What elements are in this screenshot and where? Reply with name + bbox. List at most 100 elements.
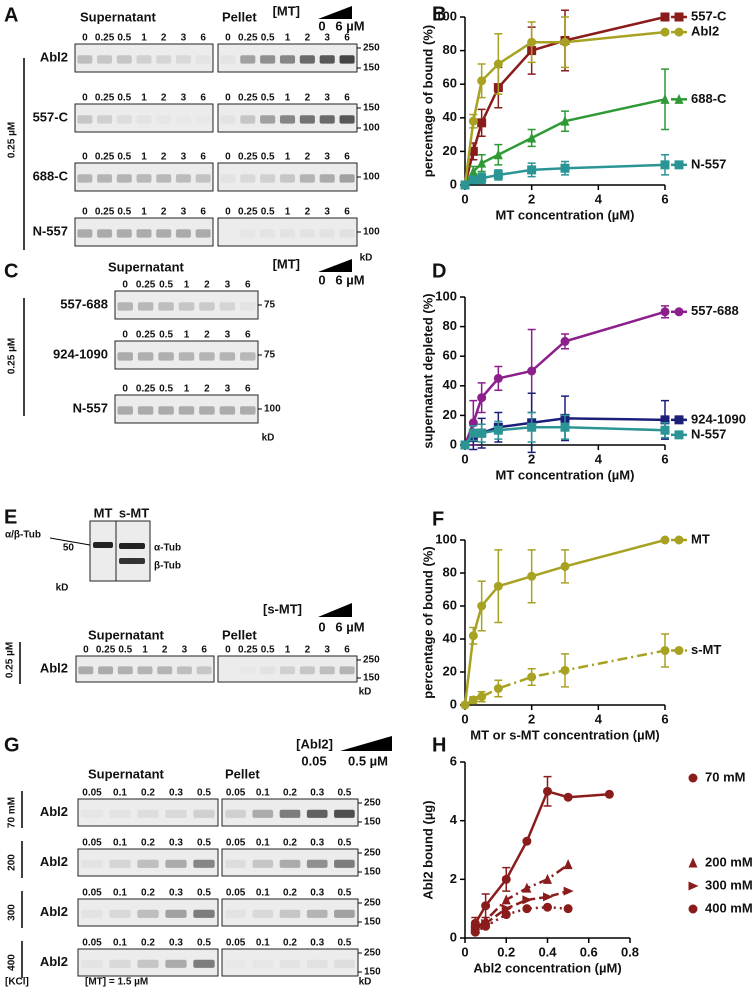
mw-label: 150	[363, 673, 380, 684]
lane-label: 6	[200, 33, 206, 44]
lane-label: 0.1	[113, 788, 127, 799]
gel-band	[119, 543, 145, 549]
gel-band	[193, 809, 215, 818]
row-label: Abl2	[40, 954, 68, 969]
legend-marker	[674, 430, 684, 440]
lane-label: 3	[324, 207, 330, 218]
gel-band	[137, 352, 154, 361]
legend-label: MT	[691, 531, 710, 546]
data-point	[468, 175, 478, 185]
lane-label: 0.5	[118, 645, 132, 656]
gel-band	[116, 115, 132, 124]
lane-label: 0.2	[283, 838, 297, 849]
lane-label: 0.05	[226, 888, 246, 899]
lane-label: 1	[285, 152, 291, 163]
mw-label: 250	[363, 655, 380, 666]
gel-band	[136, 174, 152, 183]
lane-label: 2	[161, 33, 167, 44]
gel-band	[97, 115, 113, 124]
row-label: Abl2	[40, 904, 68, 919]
lane-label: 3	[324, 645, 330, 656]
titrant-high: 6 µM	[335, 619, 364, 634]
lane-label: 6	[245, 384, 251, 395]
gel-band	[319, 666, 335, 675]
lane-label: 2	[305, 152, 311, 163]
gel-band	[279, 666, 296, 675]
lane-label: 1	[141, 33, 147, 44]
lane-label: 2	[161, 207, 167, 218]
legend-marker	[688, 904, 698, 914]
gel	[217, 217, 358, 247]
lane-label: 2	[204, 384, 210, 395]
data-point	[527, 672, 537, 682]
x-axis-title: MT concentration (µM)	[496, 207, 635, 222]
unit-label: kD	[262, 433, 275, 444]
lane-label: 0.1	[113, 888, 127, 899]
row-label: Abl2	[40, 49, 68, 64]
data-point	[477, 601, 487, 611]
gel-band	[178, 352, 195, 361]
data-point	[527, 165, 537, 175]
data-point	[501, 910, 511, 920]
lane-label: MT	[94, 505, 113, 520]
row-label: N-557	[73, 400, 108, 415]
lane-label: 0.5	[159, 330, 173, 341]
data-point	[660, 307, 670, 317]
data-point	[660, 12, 670, 22]
gel-band	[81, 909, 103, 918]
y-tick-label: 0	[450, 176, 457, 191]
lane-label: 0.5	[117, 33, 131, 44]
gel-band	[156, 55, 172, 64]
gel-band	[339, 174, 355, 183]
lane-label: 0.05	[226, 788, 246, 799]
mw-label: 250	[364, 948, 381, 959]
lane-label: 6	[344, 207, 350, 218]
lane-label: 1	[141, 93, 147, 104]
data-point	[563, 792, 573, 802]
data-point	[477, 393, 487, 403]
titration-wedge	[318, 259, 352, 272]
gel-band	[81, 959, 103, 968]
gel-band	[109, 959, 131, 968]
lane-label: 2	[161, 152, 167, 163]
gel	[114, 290, 259, 320]
unit-label: kD	[56, 583, 69, 594]
y-tick-label: 20	[443, 663, 457, 678]
lane-label: 0.25	[95, 33, 115, 44]
gel-band	[225, 909, 246, 918]
lane-label: 0	[122, 330, 128, 341]
gel-band	[195, 229, 211, 238]
lane-label: 0.3	[169, 838, 183, 849]
mw-label: 250	[363, 43, 380, 54]
side-label: 70 mM	[7, 797, 18, 828]
titrant-low: 0	[318, 18, 325, 33]
titration-wedge	[340, 736, 392, 751]
row-label: 688-C	[33, 168, 69, 183]
gel-band	[279, 174, 296, 183]
data-point	[493, 59, 503, 69]
legend-label: 400 mM	[705, 900, 753, 915]
lane-label: 0.2	[141, 788, 155, 799]
data-point	[522, 836, 532, 846]
titrant-high: 6 µM	[335, 18, 364, 33]
y-tick-label: 20	[443, 143, 457, 158]
lane-label: 3	[324, 152, 330, 163]
lane-label: 3	[225, 280, 231, 291]
lane-label: 0.2	[283, 788, 297, 799]
mw-label: 250	[364, 848, 381, 859]
gel-band	[175, 55, 191, 64]
row-label: Abl2	[40, 804, 68, 819]
gel-band	[165, 909, 187, 918]
data-point	[563, 886, 574, 896]
x-tick-label: 0.8	[621, 944, 639, 959]
mw-label: 150	[364, 867, 381, 878]
x-tick-label: 4	[595, 191, 603, 206]
gel-band	[176, 115, 191, 123]
data-point	[468, 428, 478, 438]
titrant-high: 0.5 µM	[348, 753, 388, 768]
lane-label: s-MT	[119, 505, 149, 520]
gel-band	[252, 859, 274, 868]
gel-band	[97, 55, 113, 64]
side-label: 0.25 µM	[7, 338, 18, 374]
gel-band	[339, 115, 355, 124]
